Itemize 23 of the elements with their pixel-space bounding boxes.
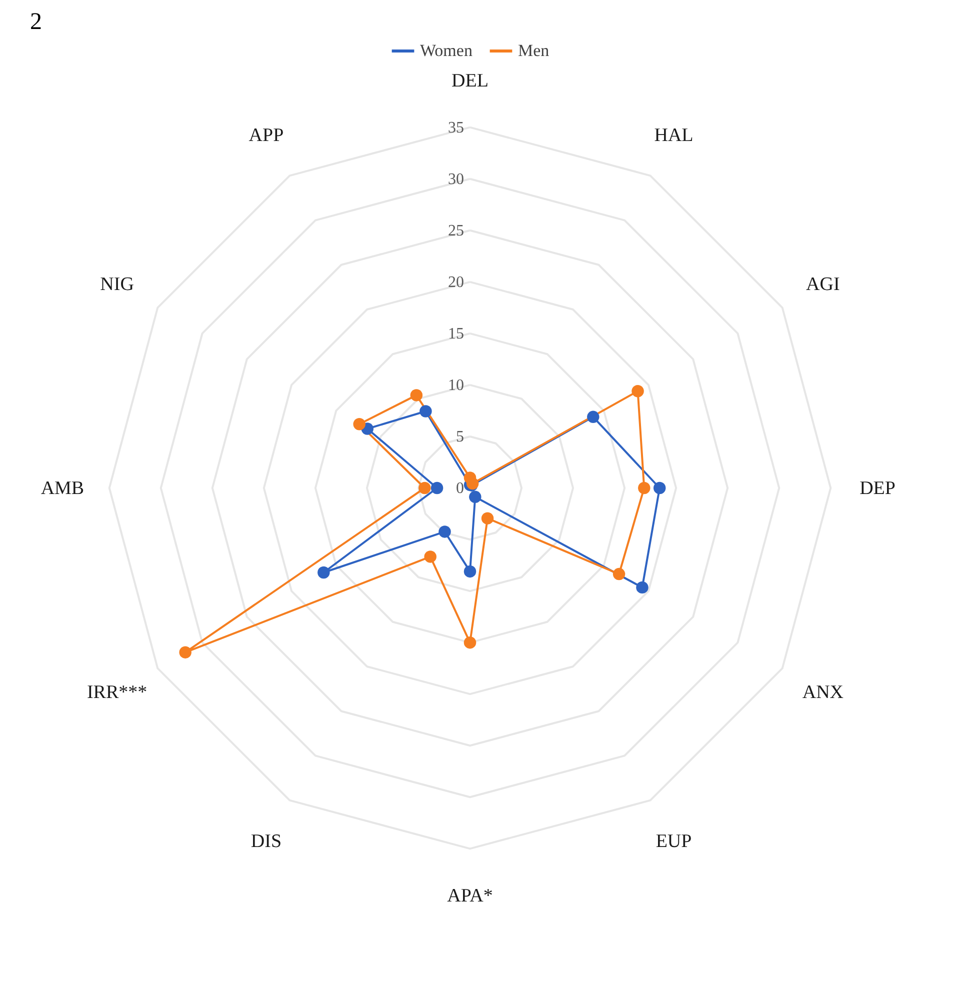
spoke-label: IRR*** bbox=[86, 682, 148, 703]
y-tick-label: 30 bbox=[448, 170, 464, 188]
spoke-label: ANX bbox=[802, 682, 844, 703]
spoke-label: HAL bbox=[654, 125, 694, 146]
y-tick-label: 35 bbox=[448, 119, 464, 136]
y-tick-label: 20 bbox=[448, 274, 464, 291]
spoke-label: AMB bbox=[40, 478, 84, 499]
spoke-label: DEL bbox=[452, 70, 488, 92]
spoke-label: AGI bbox=[806, 274, 840, 296]
y-tick-label: 0 bbox=[456, 480, 464, 497]
spoke-label: APP bbox=[248, 125, 284, 146]
spoke-label: DEP bbox=[860, 478, 896, 499]
chart-title: 2 bbox=[30, 9, 42, 35]
y-tick-label: 10 bbox=[448, 376, 464, 394]
spoke-label: DIS bbox=[250, 830, 282, 852]
spoke-label: NIG bbox=[100, 274, 134, 296]
y-tick-label: 5 bbox=[456, 428, 464, 446]
spoke-label: APA* bbox=[447, 886, 493, 907]
spoke-label: EUP bbox=[656, 830, 692, 852]
legend-label: Women bbox=[420, 41, 473, 60]
legend-label: Men bbox=[518, 41, 550, 60]
y-tick-label: 25 bbox=[448, 222, 464, 240]
y-tick-label: 15 bbox=[448, 325, 464, 342]
